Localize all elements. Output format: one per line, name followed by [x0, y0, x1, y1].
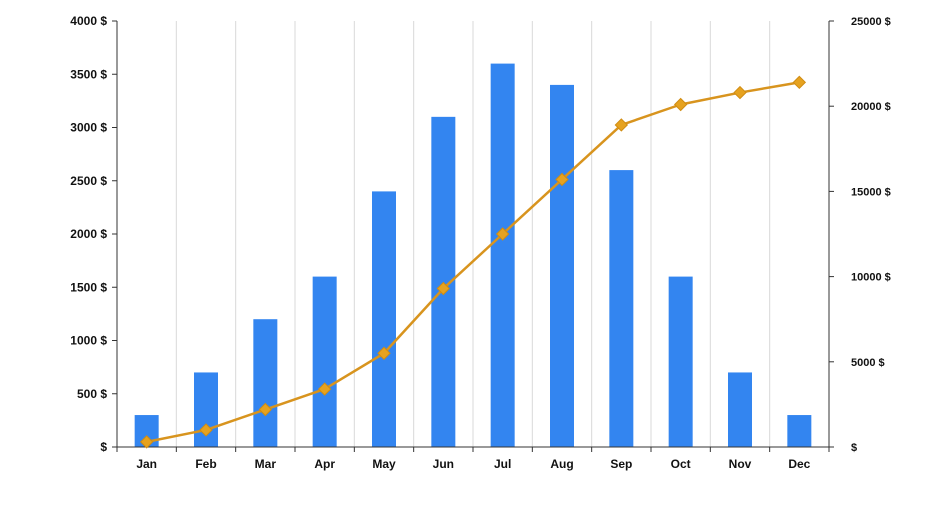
- line-point-dec: [792, 75, 807, 90]
- bar-series: [134, 63, 812, 448]
- line-point-apr: [317, 382, 332, 396]
- x-tick-label: Sep: [610, 457, 632, 471]
- right-tick-label: 15000 $: [851, 186, 891, 198]
- x-tick-label: Apr: [314, 457, 335, 471]
- left-tick-label: 1500 $: [70, 280, 107, 294]
- right-tick-label: 25000 $: [851, 16, 891, 28]
- line-point-jul: [495, 227, 510, 241]
- bar-dec: [787, 415, 812, 447]
- left-tick-label: $: [100, 440, 107, 454]
- x-tick-label: Jul: [494, 457, 511, 471]
- right-tick-label: $: [851, 442, 857, 454]
- line-point-oct: [673, 97, 688, 112]
- bar-nov: [728, 372, 752, 447]
- left-tick-label: 1000 $: [70, 334, 107, 348]
- left-tick-label: 3000 $: [70, 121, 107, 135]
- x-tick-label: Nov: [729, 457, 752, 471]
- bar-may: [372, 191, 396, 447]
- gridlines: [175, 21, 771, 447]
- x-tick-label: Jan: [136, 457, 157, 471]
- bar-apr: [312, 276, 337, 447]
- bar-jul: [490, 63, 515, 447]
- x-tick-label: Jun: [433, 457, 454, 471]
- bar-mar: [253, 319, 278, 447]
- bar-oct: [668, 276, 693, 447]
- line-path: [146, 81, 800, 444]
- axes: [112, 20, 834, 452]
- x-tick-label: May: [372, 457, 396, 471]
- x-tick-label: Oct: [671, 457, 691, 471]
- line-point-feb: [199, 423, 213, 437]
- line-point-nov: [733, 85, 747, 100]
- bar-aug: [550, 84, 574, 448]
- x-tick-label: Feb: [195, 457, 216, 471]
- right-tick-label: 5000 $: [851, 357, 885, 369]
- x-tick-label: Aug: [550, 457, 573, 471]
- tick-labels: $500 $ 1000 $ 1500 $ 2000 $ 2500 $ 3000 $ 3500…: [70, 14, 890, 471]
- line-point-sep: [614, 118, 629, 132]
- right-tick-label: 20000 $: [851, 101, 891, 113]
- left-tick-label: 500 $: [77, 387, 107, 401]
- x-tick-label: Dec: [788, 457, 810, 471]
- bar-sep: [609, 170, 634, 447]
- line-point-jun: [436, 281, 451, 296]
- line-point-jan: [139, 435, 154, 449]
- left-tick-label: 2000 $: [70, 227, 107, 241]
- left-tick-label: 4000 $: [70, 14, 107, 28]
- line-point-mar: [258, 402, 273, 417]
- left-tick-label: 2500 $: [70, 174, 107, 188]
- x-tick-label: Mar: [255, 457, 277, 471]
- line-point-may: [377, 346, 391, 360]
- left-tick-label: 3500 $: [70, 67, 107, 81]
- line-series: [139, 75, 807, 449]
- line-point-aug: [555, 172, 569, 187]
- right-tick-label: 10000 $: [851, 272, 891, 284]
